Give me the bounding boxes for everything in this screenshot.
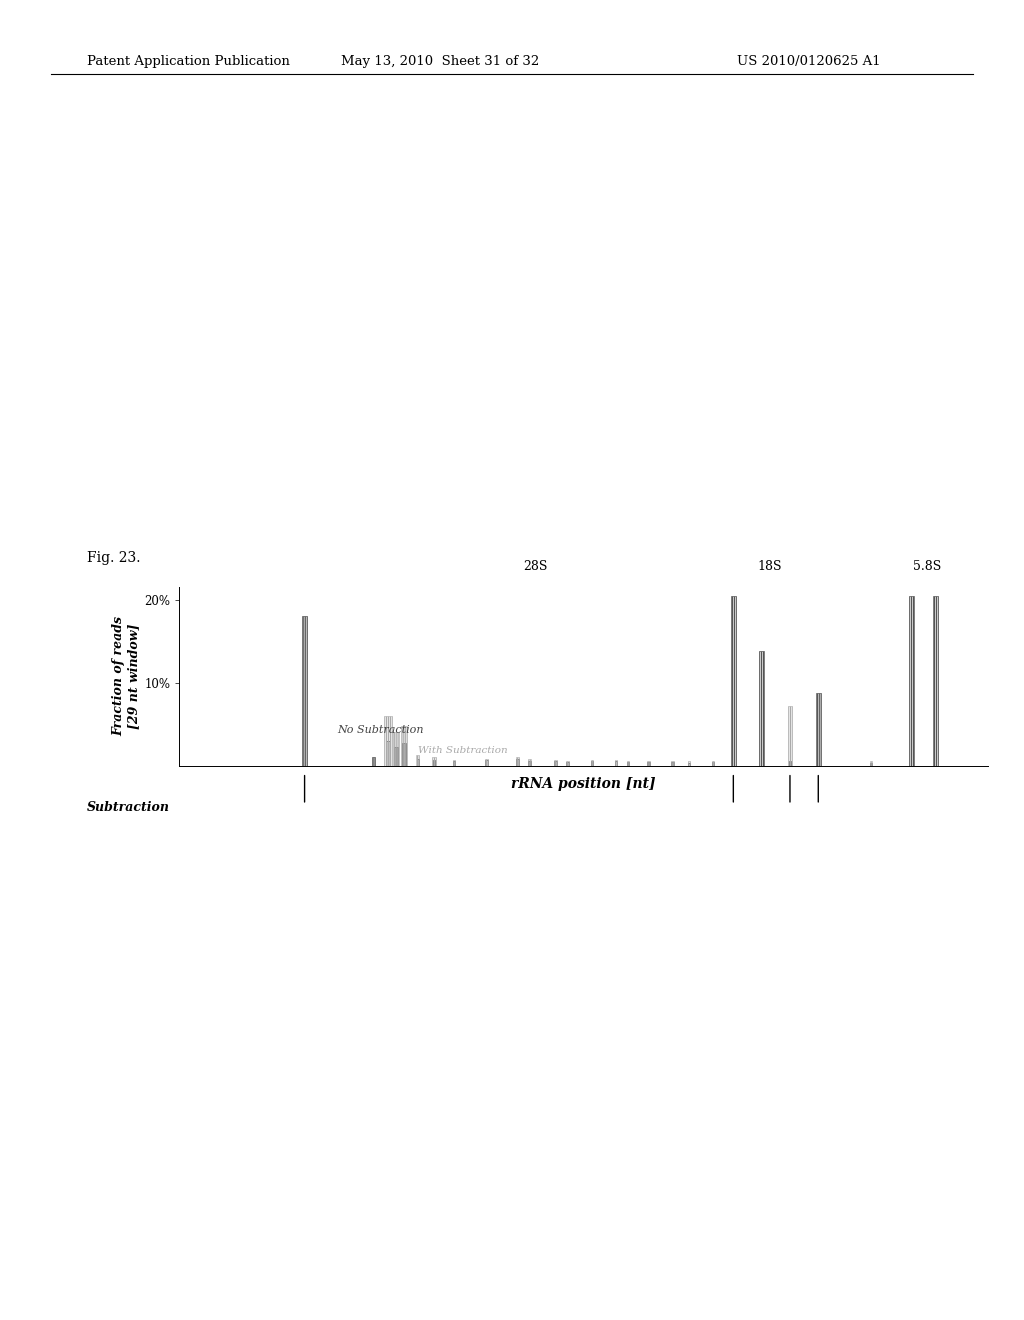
Bar: [591, 760, 593, 766]
Bar: [869, 763, 872, 766]
Text: 18S: 18S: [758, 560, 782, 573]
Bar: [614, 760, 617, 766]
Bar: [712, 762, 715, 766]
Bar: [528, 760, 530, 766]
Bar: [788, 762, 792, 766]
Bar: [394, 747, 397, 766]
Bar: [647, 762, 649, 766]
Text: Patent Application Publication: Patent Application Publication: [87, 55, 290, 69]
Bar: [759, 651, 764, 766]
Bar: [528, 759, 530, 766]
Bar: [485, 760, 487, 766]
Bar: [393, 733, 398, 766]
Y-axis label: Fraction of reads
[29 nt window]: Fraction of reads [29 nt window]: [112, 616, 140, 737]
Bar: [302, 616, 307, 766]
Bar: [384, 715, 391, 766]
Bar: [566, 762, 568, 766]
Text: No Subtraction: No Subtraction: [337, 725, 424, 735]
Text: 28S: 28S: [523, 560, 548, 573]
Bar: [627, 762, 630, 766]
Bar: [614, 760, 617, 766]
Bar: [672, 762, 674, 766]
Text: May 13, 2010  Sheet 31 of 32: May 13, 2010 Sheet 31 of 32: [341, 55, 540, 69]
Bar: [416, 755, 420, 766]
Bar: [372, 758, 375, 766]
Bar: [386, 741, 390, 766]
Bar: [909, 595, 913, 766]
Bar: [672, 762, 674, 766]
Bar: [402, 743, 406, 766]
Bar: [712, 762, 715, 766]
Text: With Subtraction: With Subtraction: [418, 746, 508, 755]
Bar: [591, 762, 593, 766]
Text: 5.8S: 5.8S: [913, 560, 942, 573]
Text: Subtraction: Subtraction: [87, 801, 170, 814]
Text: Fig. 23.: Fig. 23.: [87, 550, 140, 565]
Bar: [869, 762, 872, 766]
Bar: [432, 758, 435, 766]
Bar: [688, 763, 690, 766]
Bar: [516, 758, 519, 766]
Bar: [933, 595, 938, 766]
Bar: [433, 760, 435, 766]
Bar: [554, 762, 557, 766]
Bar: [566, 760, 568, 766]
Bar: [485, 759, 487, 766]
Bar: [417, 759, 419, 766]
X-axis label: rRNA position [nt]: rRNA position [nt]: [511, 776, 656, 791]
Bar: [647, 762, 649, 766]
Bar: [516, 759, 518, 766]
Bar: [627, 760, 630, 766]
Bar: [816, 693, 820, 766]
Bar: [401, 726, 407, 766]
Bar: [787, 706, 793, 766]
Bar: [688, 762, 690, 766]
Text: US 2010/0120625 A1: US 2010/0120625 A1: [737, 55, 881, 69]
Bar: [453, 762, 456, 766]
Bar: [453, 760, 456, 766]
Bar: [554, 760, 557, 766]
Bar: [731, 595, 736, 766]
